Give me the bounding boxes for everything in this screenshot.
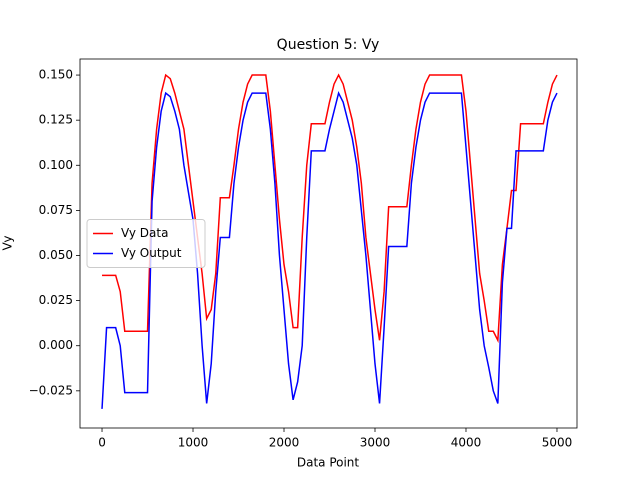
x-axis-label: Data Point [297,456,360,470]
x-tick-label: 4000 [451,436,482,450]
y-tick-label: 0.000 [39,338,73,352]
legend-label: Vy Data [121,226,168,240]
x-tick-label: 2000 [269,436,300,450]
y-tick-label: 0.150 [39,68,73,82]
y-tick-label: 0.025 [39,293,73,307]
chart-title: Question 5: Vy [277,37,380,53]
y-tick-label: −0.025 [29,383,73,397]
y-tick-label: 0.075 [39,203,73,217]
y-axis-label: Vy [1,236,15,251]
x-tick-label: 5000 [542,436,573,450]
legend-label: Vy Output [121,246,182,260]
y-tick-label: 0.050 [39,248,73,262]
y-tick-label: 0.100 [39,158,73,172]
series-line [101,90,558,409]
plot-frame [79,58,578,429]
y-tick-label: 0.125 [39,113,73,127]
x-tick-label: 1000 [178,436,209,450]
series-line [102,73,558,344]
x-tick-label: 3000 [360,436,391,450]
legend-box [86,219,206,268]
x-tick-label: 0 [98,436,106,450]
